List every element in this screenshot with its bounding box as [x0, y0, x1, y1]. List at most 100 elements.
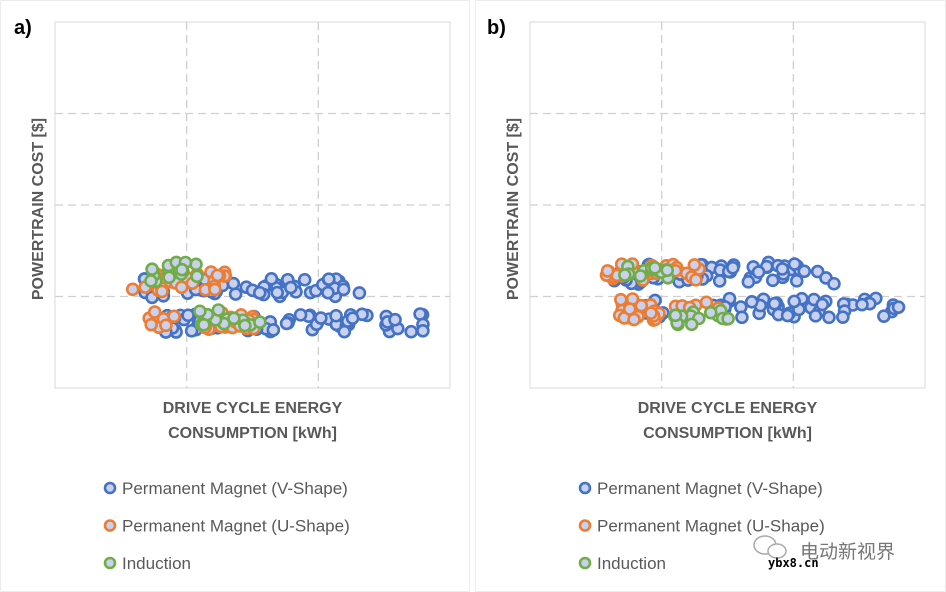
chart-panel-a: a) POWERTRAIN COST [$] DRIVE CYCLE ENERGY C… — [0, 0, 470, 592]
data-point — [253, 315, 267, 330]
data-point — [404, 324, 419, 339]
data-point — [735, 310, 749, 325]
watermark-text: 电动新视界 — [800, 541, 895, 563]
data-point — [321, 285, 335, 300]
data-point — [189, 257, 203, 272]
data-point — [721, 311, 735, 326]
data-point — [416, 324, 430, 338]
watermark: 电动新视界 ybx8.cn — [753, 535, 895, 570]
data-point — [264, 272, 279, 286]
series-induction — [144, 255, 267, 333]
data-point — [891, 300, 906, 314]
data-point — [227, 311, 241, 326]
data-point — [689, 273, 703, 287]
data-point — [787, 257, 802, 271]
data-point — [827, 276, 841, 291]
y-axis-title: POWERTRAIN COST [$] — [30, 118, 47, 300]
legend-label: Permanent Magnet (U-Shape) — [122, 517, 350, 536]
data-point — [633, 269, 648, 283]
data-point — [767, 296, 782, 311]
data-point — [614, 292, 628, 307]
data-point — [712, 274, 727, 288]
data-point — [190, 269, 204, 284]
data-point — [266, 323, 281, 337]
data-point — [181, 308, 195, 323]
data-point — [797, 264, 812, 279]
legend-marker — [103, 481, 117, 495]
chart-panel-b: b) POWERTRAIN COST [$] DRIVE CYCLE ENERGY C… — [475, 0, 946, 592]
data-point — [211, 303, 226, 317]
data-point — [726, 260, 740, 275]
data-point — [877, 309, 891, 323]
data-point — [765, 273, 780, 288]
data-point — [808, 309, 823, 323]
x-axis-title-line2: CONSUMPTION [kWh] — [643, 425, 812, 442]
data-point — [345, 311, 360, 326]
legend-marker — [578, 481, 592, 495]
data-point — [162, 270, 176, 285]
data-point — [668, 308, 683, 323]
data-point — [618, 268, 632, 282]
legend-marker — [578, 556, 592, 570]
legend-marker — [103, 519, 117, 532]
data-point — [787, 294, 801, 309]
legend-label: Permanent Magnet (V-Shape) — [122, 479, 348, 498]
data-point — [822, 310, 836, 325]
data-point — [687, 258, 702, 272]
legend-marker — [578, 519, 592, 532]
data-point — [145, 262, 159, 276]
data-point — [159, 318, 173, 333]
x-axis-title-line1: DRIVE CYCLE ENERGY — [638, 400, 818, 417]
data-point — [751, 265, 766, 279]
legend-marker — [103, 556, 117, 570]
data-point — [210, 268, 225, 283]
series-induction — [618, 259, 735, 332]
legend-label: Permanent Magnet (U-Shape) — [597, 517, 825, 536]
data-point — [741, 275, 756, 289]
panel-label: a) — [14, 17, 32, 39]
x-axis-title-line2: CONSUMPTION [kWh] — [168, 425, 337, 442]
data-point — [836, 310, 850, 324]
data-point — [703, 305, 718, 320]
y-axis-title: POWERTRAIN COST [$] — [505, 118, 522, 300]
data-point — [155, 284, 169, 299]
x-axis-title-line1: DRIVE CYCLE ENERGY — [163, 400, 343, 417]
data-point — [270, 285, 285, 300]
data-point — [388, 312, 402, 327]
data-point — [648, 261, 662, 275]
data-point — [293, 308, 308, 322]
data-point — [228, 287, 243, 301]
data-point — [174, 280, 189, 295]
data-point — [175, 262, 189, 277]
data-point — [775, 262, 790, 276]
data-point — [284, 280, 298, 295]
data-point — [279, 316, 294, 331]
data-point — [352, 286, 367, 300]
legend-label: Induction — [597, 554, 666, 573]
data-point — [684, 317, 699, 332]
data-point — [147, 305, 162, 319]
data-point — [238, 318, 252, 333]
data-point — [855, 297, 869, 312]
data-point — [193, 304, 207, 319]
data-point — [184, 323, 199, 338]
data-point — [197, 318, 211, 332]
data-point — [208, 282, 222, 297]
data-point — [125, 282, 140, 297]
data-point — [322, 272, 336, 286]
data-point — [660, 263, 675, 278]
legend-label: Permanent Magnet (V-Shape) — [597, 479, 823, 498]
data-point — [780, 308, 795, 323]
watermark-site: ybx8.cn — [768, 556, 819, 570]
data-point — [644, 306, 658, 320]
data-point — [144, 274, 158, 288]
legend-label: Induction — [122, 554, 191, 573]
data-point — [815, 297, 830, 312]
data-point — [600, 264, 615, 278]
data-point — [314, 311, 328, 325]
panel-label: b) — [487, 17, 506, 39]
data-point — [144, 317, 159, 332]
wechat-icon — [753, 535, 787, 559]
data-point — [252, 285, 267, 300]
